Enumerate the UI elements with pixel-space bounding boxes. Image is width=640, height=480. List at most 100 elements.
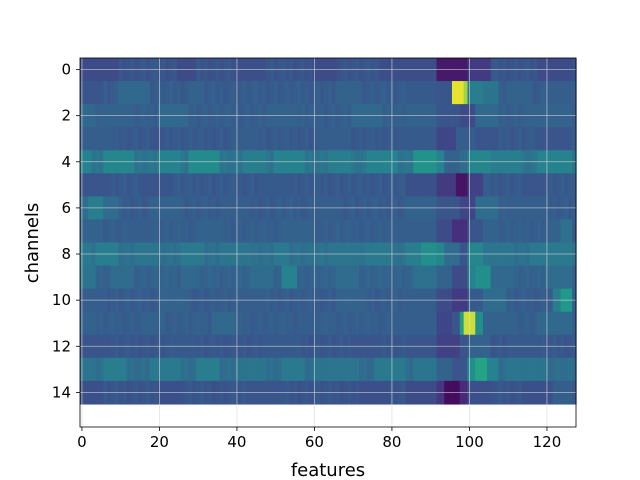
heatmap-cell <box>548 219 554 244</box>
heatmap-cell <box>541 81 546 105</box>
heatmap-cell <box>428 265 434 290</box>
heatmap-cell <box>521 127 527 151</box>
heatmap-cell <box>514 173 519 197</box>
heatmap-cell <box>277 265 283 290</box>
heatmap-cell <box>118 265 124 290</box>
heatmap-cell <box>219 81 224 105</box>
heatmap-cell <box>382 219 387 244</box>
heatmap-cell <box>180 219 186 244</box>
heatmap-cell <box>428 127 434 151</box>
heatmap-cell <box>444 311 449 336</box>
heatmap-cell <box>483 127 488 151</box>
heatmap-cell <box>111 127 116 151</box>
heatmap-cell <box>184 357 190 382</box>
heatmap-cell <box>196 219 201 244</box>
heatmap-cell <box>266 219 271 244</box>
heatmap-cell <box>525 311 531 336</box>
heatmap-cell <box>107 81 112 105</box>
heatmap-cell <box>455 357 461 382</box>
heatmap-cell <box>556 311 562 336</box>
heatmap-cell <box>204 265 209 290</box>
heatmap-cell <box>452 127 457 151</box>
heatmap-cell <box>351 311 356 336</box>
heatmap-cell <box>273 81 279 105</box>
x-tick-label: 100 <box>455 433 484 451</box>
heatmap-cell <box>397 265 403 290</box>
heatmap-cell <box>393 173 399 197</box>
heatmap-cell <box>320 81 325 105</box>
x-tick-label: 120 <box>533 433 562 451</box>
heatmap-cell <box>285 357 290 382</box>
heatmap-cell <box>269 173 275 197</box>
heatmap-cell <box>134 357 139 382</box>
heatmap-cell <box>397 357 403 382</box>
heatmap-cell <box>498 265 503 290</box>
heatmap-cell <box>304 311 310 336</box>
heatmap-cell <box>215 81 221 105</box>
heatmap-cell <box>510 173 515 197</box>
heatmap-cell <box>316 265 321 290</box>
heatmap-cell <box>118 219 124 244</box>
heatmap-cell <box>347 173 352 197</box>
heatmap-cell <box>413 81 418 105</box>
heatmap-cell <box>378 311 383 336</box>
heatmap-cell <box>238 173 244 197</box>
heatmap-cell <box>502 219 507 244</box>
heatmap-cell <box>300 265 306 290</box>
heatmap-cell <box>339 81 345 105</box>
heatmap-cell <box>246 173 252 197</box>
heatmap-cell <box>459 173 465 197</box>
heatmap-cell <box>254 311 259 336</box>
heatmap-cell <box>486 219 492 244</box>
heatmap-cell <box>114 219 120 244</box>
heatmap-cell <box>432 219 438 244</box>
heatmap-cell <box>444 219 449 244</box>
heatmap-cell <box>111 311 116 336</box>
heatmap-cell <box>436 357 441 382</box>
heatmap-cell <box>498 311 503 336</box>
heatmap-cell <box>448 219 453 244</box>
heatmap-cell <box>436 219 441 244</box>
heatmap-cell <box>161 219 166 244</box>
heatmap-cell <box>266 311 271 336</box>
heatmap-cell <box>382 173 387 197</box>
heatmap-cell <box>452 265 457 290</box>
heatmap-cell <box>142 81 147 105</box>
heatmap-cell <box>331 173 337 197</box>
heatmap-cell <box>180 173 186 197</box>
heatmap-cell <box>331 265 337 290</box>
heatmap-cell <box>514 127 519 151</box>
heatmap-cell <box>111 173 116 197</box>
heatmap-cell <box>556 81 562 105</box>
heatmap-cell <box>122 265 128 290</box>
heatmap-cell <box>161 127 166 151</box>
heatmap-cell <box>572 173 577 197</box>
heatmap-cell <box>211 265 217 290</box>
heatmap-cell <box>300 311 306 336</box>
heatmap-cell <box>277 81 283 105</box>
heatmap-cell <box>145 265 151 290</box>
heatmap-cell <box>83 357 89 382</box>
heatmap-cell <box>142 173 147 197</box>
heatmap-cell <box>370 219 376 244</box>
heatmap-cell <box>529 265 534 290</box>
heatmap-cell <box>242 219 248 244</box>
heatmap-cell <box>266 173 271 197</box>
heatmap-cell <box>111 357 116 382</box>
heatmap-cell <box>308 127 314 151</box>
heatmap-cell <box>424 81 430 105</box>
heatmap-cell <box>490 357 496 382</box>
heatmap-cell <box>498 81 503 105</box>
heatmap-cell <box>521 81 527 105</box>
y-tick-label: 6 <box>61 199 71 217</box>
heatmap-cell <box>362 127 368 151</box>
heatmap-cell <box>541 265 546 290</box>
heatmap-cell <box>517 311 523 336</box>
heatmap-cell <box>548 357 554 382</box>
heatmap-cell <box>517 357 523 382</box>
heatmap-cell <box>339 311 345 336</box>
heatmap-cell <box>436 127 441 151</box>
heatmap-cell <box>254 173 259 197</box>
heatmap-cell <box>107 265 112 290</box>
heatmap-cell <box>483 357 488 382</box>
